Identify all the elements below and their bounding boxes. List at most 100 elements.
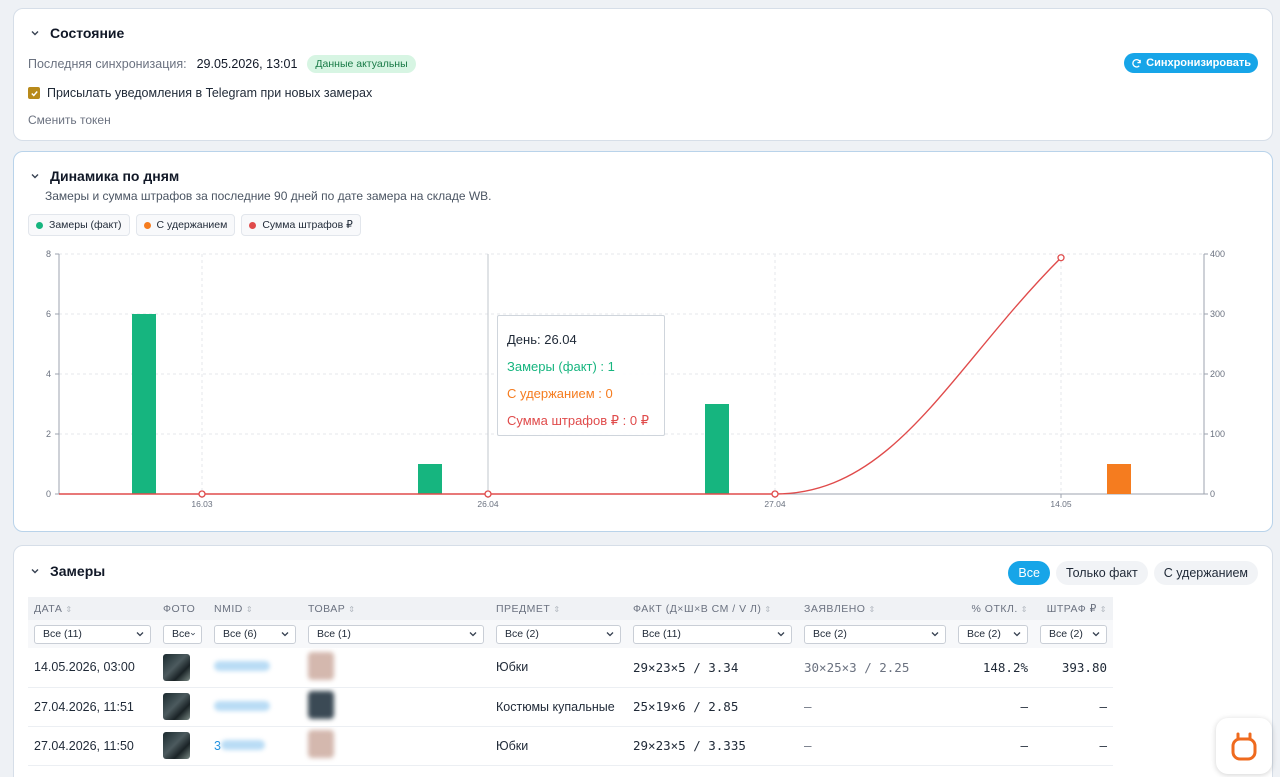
sort-icon[interactable]: ⇕ <box>764 604 772 614</box>
filter-value: Все <box>172 628 191 640</box>
table-row[interactable]: 27.04.2026, 11:50 3 Юбки 29×23×5 / 3.335… <box>28 726 1113 766</box>
x-tick-label: 14.05 <box>1050 499 1072 509</box>
sort-icon[interactable]: ⇕ <box>868 604 876 614</box>
filter-product[interactable]: Все (1) <box>308 624 484 644</box>
table-row[interactable]: 14.05.2026, 03:00 Юбки 29×23×5 / 3.34 30… <box>28 648 1113 688</box>
sync-label: Последняя синхронизация: <box>28 57 187 71</box>
x-tick-label: 16.03 <box>191 499 213 509</box>
cell-nmid[interactable] <box>208 648 302 688</box>
legend-item-measurements[interactable]: Замеры (факт) <box>28 214 130 236</box>
cell-fact: 29×23×5 / 3.335 <box>627 726 798 766</box>
cell-subject: Юбки <box>490 726 627 766</box>
chevron-down-icon[interactable] <box>30 566 40 576</box>
nmid-link[interactable]: 3 <box>214 738 221 753</box>
cell-photo[interactable] <box>157 726 208 766</box>
cell-fine: — <box>1034 726 1113 766</box>
cell-nmid[interactable]: 3 <box>208 726 302 766</box>
dynamics-title: Динамика по дням <box>50 168 180 184</box>
change-token-link[interactable]: Сменить токен <box>28 113 111 127</box>
col-fine[interactable]: ШТРАФ ₽ ⇕ <box>1034 597 1113 620</box>
filter-date[interactable]: Все (11) <box>34 624 151 644</box>
product-thumbnail[interactable] <box>308 730 334 758</box>
filter-subject[interactable]: Все (2) <box>496 624 621 644</box>
col-label: ДАТА <box>34 602 63 615</box>
product-thumbnail[interactable] <box>308 651 334 680</box>
chevron-down-icon <box>281 632 289 637</box>
cell-product[interactable] <box>302 687 490 727</box>
filter-nmid[interactable]: Все (6) <box>214 624 296 644</box>
filter-value: Все (11) <box>43 628 82 640</box>
chevron-down-icon[interactable] <box>30 28 40 38</box>
nmid-link-blurred[interactable] <box>220 739 265 750</box>
chevron-down-icon <box>469 632 477 637</box>
col-product[interactable]: ТОВАР ⇕ <box>302 597 490 620</box>
chevron-down-icon[interactable] <box>30 171 40 181</box>
fines-point <box>484 490 492 498</box>
dynamics-chart[interactable]: 0 2 4 6 8 0 100 200 300 400 16.03 26.04 27.04 14.05 <box>14 242 1272 517</box>
product-photo[interactable] <box>163 732 190 759</box>
filter-deviation[interactable]: Все (2) <box>958 624 1028 644</box>
cell-fact: 29×23×5 / 3.34 <box>627 648 798 688</box>
telegram-checkbox[interactable] <box>28 87 40 99</box>
measurements-table: ДАТА ⇕ ФОТО NMID ⇕ ТОВАР ⇕ ПРЕДМЕТ ⇕ ФАКТ (Д… <box>28 597 1113 766</box>
sort-icon[interactable]: ⇕ <box>1020 604 1028 614</box>
filter-fine[interactable]: Все (2) <box>1040 624 1107 644</box>
col-label: ФАКТ (Д×Ш×В СМ / V Л) <box>633 602 762 615</box>
cell-product[interactable] <box>302 726 490 766</box>
col-declared[interactable]: ЗАЯВЛЕНО ⇕ <box>798 597 952 620</box>
col-deviation[interactable]: % ОТКЛ. ⇕ <box>952 597 1034 620</box>
left-tick-label: 0 <box>46 489 51 499</box>
measurements-title: Замеры <box>50 563 106 579</box>
bag-icon <box>1231 732 1257 761</box>
filter-declared[interactable]: Все (2) <box>804 624 946 644</box>
cell-fine: — <box>1034 687 1113 727</box>
sort-icon[interactable]: ⇕ <box>65 604 73 614</box>
nmid-link[interactable] <box>214 700 270 711</box>
nmid-link[interactable] <box>214 661 270 672</box>
status-header[interactable]: Состояние <box>30 25 124 41</box>
filter-value: Все (11) <box>642 628 681 640</box>
cell-date: 27.04.2026, 11:50 <box>28 726 157 766</box>
sort-icon[interactable]: ⇕ <box>245 604 254 614</box>
product-photo[interactable] <box>163 693 190 720</box>
legend-item-withheld[interactable]: С удержанием <box>135 214 236 236</box>
segment-fact-only[interactable]: Только факт <box>1055 561 1148 585</box>
product-thumbnail[interactable] <box>308 691 334 719</box>
cell-product[interactable] <box>302 648 490 688</box>
bar-withheld <box>1107 464 1131 494</box>
legend-dot <box>36 221 43 229</box>
chart-tooltip: День: 26.04 Замеры (факт) : 1 С удержани… <box>497 315 665 436</box>
col-date[interactable]: ДАТА ⇕ <box>28 597 157 620</box>
filter-value: Все (2) <box>505 628 539 640</box>
chevron-down-icon <box>136 632 144 637</box>
right-tick-label: 200 <box>1210 369 1225 379</box>
status-card: Состояние Последняя синхронизация: 29.05… <box>13 8 1273 141</box>
col-nmid[interactable]: NMID ⇕ <box>208 597 302 620</box>
chevron-down-icon <box>1013 632 1021 637</box>
segment-withheld[interactable]: С удержанием <box>1153 561 1258 585</box>
filter-photo[interactable]: Все <box>163 624 202 644</box>
legend-item-fines[interactable]: Сумма штрафов ₽ <box>241 214 361 236</box>
col-subject[interactable]: ПРЕДМЕТ ⇕ <box>490 597 627 620</box>
segment-all[interactable]: Все <box>1008 561 1050 585</box>
dynamics-header[interactable]: Динамика по дням <box>30 168 179 184</box>
cell-photo[interactable] <box>157 687 208 727</box>
cell-photo[interactable] <box>157 648 208 688</box>
table-row[interactable]: 27.04.2026, 11:51 Костюмы купальные 25×1… <box>28 687 1113 727</box>
col-label: ПРЕДМЕТ <box>496 602 551 615</box>
sort-icon[interactable]: ⇕ <box>348 604 356 614</box>
assistant-fab[interactable] <box>1216 718 1272 774</box>
product-photo[interactable] <box>163 653 190 681</box>
cell-nmid[interactable] <box>208 687 302 727</box>
col-fact[interactable]: ФАКТ (Д×Ш×В СМ / V Л) ⇕ <box>627 597 798 620</box>
cell-declared: 30×25×3 / 2.25 <box>798 648 952 688</box>
fines-line <box>59 257 1062 495</box>
sort-icon[interactable]: ⇕ <box>553 604 561 614</box>
col-label: NMID <box>214 602 243 615</box>
sync-button[interactable]: Синхронизировать <box>1124 53 1258 73</box>
telegram-checkbox-row[interactable]: Присылать уведомления в Telegram при нов… <box>28 86 372 100</box>
legend-label: Сумма штрафов ₽ <box>262 219 353 231</box>
filter-fact[interactable]: Все (11) <box>633 624 792 644</box>
sort-icon[interactable]: ⇕ <box>1099 604 1107 614</box>
measurements-header[interactable]: Замеры <box>30 563 105 579</box>
